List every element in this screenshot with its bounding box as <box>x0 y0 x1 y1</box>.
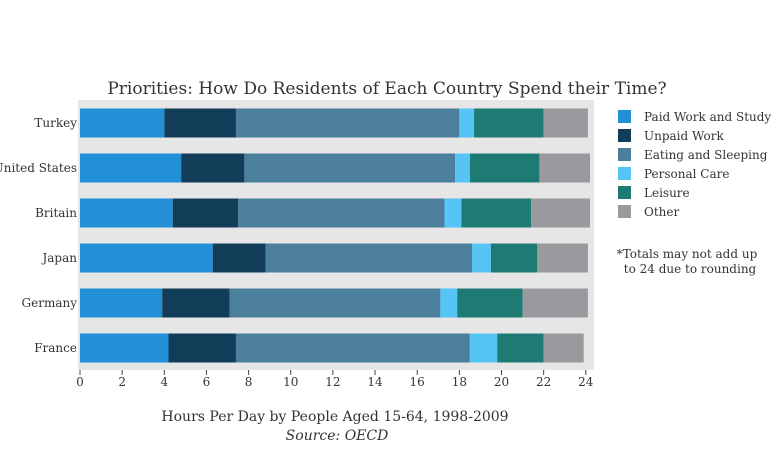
bar-turkey-unpaid-work <box>164 108 236 138</box>
legend-label: Leisure <box>644 186 690 200</box>
bar-united-states-leisure <box>469 153 540 183</box>
bar-germany-leisure <box>457 288 523 318</box>
bar-britain-personal-care <box>444 198 462 228</box>
legend-swatch <box>618 148 631 161</box>
bar-turkey-other <box>543 108 588 138</box>
x-tick-label: 16 <box>410 375 425 389</box>
x-tick-label: 18 <box>452 375 467 389</box>
x-tick-label: 22 <box>536 375 551 389</box>
x-tick-label: 14 <box>367 375 383 389</box>
x-tick-label: 2 <box>118 375 126 389</box>
bar-united-states-paid-work-and-study <box>80 153 182 183</box>
bar-france-paid-work-and-study <box>80 333 169 363</box>
x-tick-label: 4 <box>160 375 168 389</box>
bars-group <box>80 108 590 363</box>
legend-label: Unpaid Work <box>644 129 724 143</box>
bar-germany-eating-and-sleeping <box>229 288 441 318</box>
chart-title: Priorities: How Do Residents of Each Cou… <box>107 79 666 99</box>
legend-label: Personal Care <box>644 167 729 181</box>
bar-united-states-unpaid-work <box>181 153 245 183</box>
bar-britain-unpaid-work <box>172 198 239 228</box>
bar-united-states-other <box>539 153 590 183</box>
bar-germany-paid-work-and-study <box>80 288 163 318</box>
bar-united-states-eating-and-sleeping <box>244 153 456 183</box>
bar-britain-leisure <box>461 198 531 228</box>
bar-japan-personal-care <box>471 243 491 273</box>
x-tick-label: 0 <box>76 375 84 389</box>
x-axis-ticks: 0 2 4 6 8 10 12 14 16 18 20 22 24 <box>76 370 594 389</box>
bar-germany-other <box>522 288 588 318</box>
plot-background <box>78 100 594 370</box>
bar-germany-personal-care <box>440 288 458 318</box>
bar-turkey-personal-care <box>459 108 475 138</box>
bar-britain-eating-and-sleeping <box>238 198 445 228</box>
legend: Paid Work and Study Unpaid Work Eating and… <box>618 110 771 219</box>
category-label: Turkey <box>34 116 77 130</box>
category-label: United States <box>0 161 77 175</box>
category-label: Germany <box>22 296 78 310</box>
legend-swatch <box>618 186 631 199</box>
bar-japan-unpaid-work <box>212 243 266 273</box>
note-line-2: to 24 due to rounding <box>624 262 757 276</box>
legend-swatch <box>618 205 631 218</box>
bar-france-leisure <box>497 333 544 363</box>
x-tick-label: 12 <box>325 375 340 389</box>
legend-swatch <box>618 129 631 142</box>
x-tick-label: 10 <box>283 375 298 389</box>
bar-france-unpaid-work <box>168 333 236 363</box>
x-axis-label: Hours Per Day by People Aged 15-64, 1998… <box>161 409 508 425</box>
category-label: France <box>34 341 77 355</box>
bar-japan-eating-and-sleeping <box>265 243 472 273</box>
legend-swatch <box>618 167 631 180</box>
bar-japan-leisure <box>490 243 538 273</box>
legend-swatch <box>618 110 631 123</box>
bar-france-personal-care <box>469 333 498 363</box>
legend-label: Eating and Sleeping <box>644 148 768 162</box>
x-tick-label: 8 <box>245 375 253 389</box>
bar-turkey-eating-and-sleeping <box>235 108 460 138</box>
bar-japan-other <box>537 243 588 273</box>
legend-label: Other <box>644 205 679 219</box>
category-label: Japan <box>40 251 77 265</box>
bar-japan-paid-work-and-study <box>80 243 213 273</box>
legend-label: Paid Work and Study <box>644 110 771 124</box>
bar-france-eating-and-sleeping <box>235 333 470 363</box>
bar-turkey-leisure <box>474 108 544 138</box>
bar-britain-other <box>530 198 590 228</box>
category-label: Britain <box>35 206 77 220</box>
note-line-1: *Totals may not add up <box>617 247 758 261</box>
bar-united-states-personal-care <box>455 153 470 183</box>
source-caption: Source: OECD <box>286 428 389 444</box>
bar-britain-paid-work-and-study <box>80 198 173 228</box>
x-tick-label: 20 <box>494 375 509 389</box>
category-labels: Turkey United States Britain Japan Germany Fr… <box>0 116 77 355</box>
bar-germany-unpaid-work <box>162 288 230 318</box>
bar-france-other <box>543 333 584 363</box>
bar-turkey-paid-work-and-study <box>80 108 165 138</box>
x-tick-label: 6 <box>203 375 211 389</box>
x-tick-label: 24 <box>578 375 594 389</box>
